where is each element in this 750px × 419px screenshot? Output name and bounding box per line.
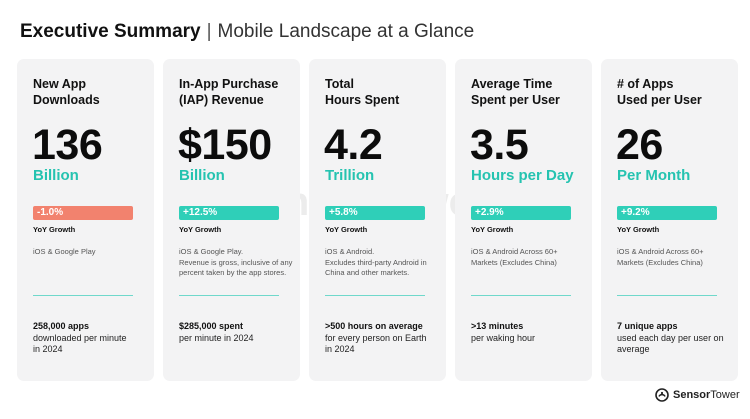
footer-highlight: >500 hours on average (325, 321, 423, 331)
card-title: Total Hours Spent (325, 76, 443, 108)
card-title-line: Spent per User (471, 93, 560, 107)
card-title: Average Time Spent per User (471, 76, 589, 108)
metric-value: 3.5 (470, 121, 529, 169)
card-title-line: Used per User (617, 93, 702, 107)
brand-name-rest: Tower (710, 389, 740, 401)
note-line: iOS & Google Play. (179, 247, 244, 256)
card-footer: $285,000 spent per minute in 2024 (179, 321, 303, 344)
growth-badge: +9.2% (617, 206, 717, 220)
card-title: # of Apps Used per User (617, 76, 735, 108)
metric-unit: Billion (33, 167, 79, 184)
footer-line: per minute in 2024 (179, 332, 254, 343)
card-footer: >500 hours on average for every person o… (325, 321, 449, 356)
card-title: In-App Purchase (IAP) Revenue (179, 76, 297, 108)
card-note: iOS & Google Play. Revenue is gross, inc… (179, 247, 299, 279)
growth-label: YoY Growth (179, 225, 222, 234)
growth-label: YoY Growth (471, 225, 514, 234)
card-title-line: (IAP) Revenue (179, 93, 264, 107)
page-header: Executive Summary | Mobile Landscape at … (20, 20, 474, 44)
metric-unit: Per Month (617, 167, 691, 184)
growth-label: YoY Growth (617, 225, 660, 234)
growth-label: YoY Growth (325, 225, 368, 234)
brand-name: SensorTower (673, 389, 740, 401)
card-note: iOS & Android. Excludes third-party Andr… (325, 247, 445, 279)
note-line: iOS & Android Across 60+ (471, 247, 558, 256)
footer-line: downloaded per minute (33, 332, 127, 343)
title-separator: | (206, 21, 212, 42)
card-title-line: Downloads (33, 93, 100, 107)
card-footer: 7 unique apps used each day per user on … (617, 321, 741, 356)
footer-highlight: 258,000 apps (33, 321, 90, 331)
note-line: percent taken by the app stores. (179, 268, 287, 277)
note-line: Markets (Excludes China) (471, 257, 557, 267)
growth-badge: -1.0% (33, 206, 133, 220)
sensor-tower-logo-icon (655, 388, 669, 402)
card-divider (471, 295, 571, 296)
metric-value: 136 (32, 121, 103, 169)
note-line: Revenue is gross, inclusive of any (179, 257, 293, 267)
summary-cards: New App Downloads 136 Billion -1.0% YoY … (17, 59, 741, 381)
card-title-line: Average Time (471, 77, 553, 91)
growth-label: YoY Growth (33, 225, 76, 234)
footer-highlight: $285,000 spent (179, 321, 244, 331)
card-total-hours-spent: Total Hours Spent 4.2 Trillion +5.8% YoY… (309, 59, 446, 381)
page-title: Executive Summary (20, 21, 201, 42)
card-note: iOS & Android Across 60+ Markets (Exclud… (471, 247, 591, 268)
card-title-line: # of Apps (617, 77, 674, 91)
card-divider (33, 295, 133, 296)
note-line: China and other markets. (325, 268, 410, 277)
card-note: iOS & Android Across 60+ Markets (Exclud… (617, 247, 737, 268)
note-line: iOS & Android. (325, 247, 375, 256)
footer-line: per waking hour (471, 332, 536, 343)
card-title-line: In-App Purchase (179, 77, 279, 91)
metric-unit: Hours per Day (471, 167, 574, 184)
page-subtitle: Mobile Landscape at a Glance (217, 21, 475, 42)
card-new-app-downloads: New App Downloads 136 Billion -1.0% YoY … (17, 59, 154, 381)
card-title-line: Hours Spent (325, 93, 400, 107)
note-line: Excludes third-party Android in (325, 257, 427, 267)
card-divider (179, 295, 279, 296)
card-divider (325, 295, 425, 296)
metric-unit: Billion (179, 167, 225, 184)
card-footer: 258,000 apps downloaded per minute in 20… (33, 321, 157, 356)
footer-line: in 2024 (325, 344, 355, 354)
metric-value: 26 (616, 121, 663, 169)
footer-line: used each day per user on (617, 332, 724, 343)
brand-name-bold: Sensor (673, 389, 711, 401)
card-title-line: New App (33, 77, 87, 91)
card-title: New App Downloads (33, 76, 151, 108)
card-title-line: Total (325, 77, 354, 91)
card-apps-used-per-user: # of Apps Used per User 26 Per Month +9.… (601, 59, 738, 381)
growth-badge: +5.8% (325, 206, 425, 220)
card-iap-revenue: In-App Purchase (IAP) Revenue $150 Billi… (163, 59, 300, 381)
growth-badge: +2.9% (471, 206, 571, 220)
brand-logo: SensorTower (655, 388, 740, 402)
footer-highlight: 7 unique apps (617, 321, 678, 331)
card-divider (617, 295, 717, 296)
footer-line: for every person on Earth (325, 332, 427, 343)
card-average-time-spent: Average Time Spent per User 3.5 Hours pe… (455, 59, 592, 381)
note-line: iOS & Google Play (33, 247, 96, 256)
footer-line: in 2024 (33, 344, 63, 354)
note-line: iOS & Android Across 60+ (617, 247, 704, 256)
card-footer: >13 minutes per waking hour (471, 321, 595, 344)
metric-value: $150 (178, 121, 272, 169)
footer-highlight: >13 minutes (471, 321, 524, 331)
metric-value: 4.2 (324, 121, 383, 169)
card-note: iOS & Google Play (33, 247, 153, 258)
growth-badge: +12.5% (179, 206, 279, 220)
metric-unit: Trillion (325, 167, 375, 184)
footer-line: average (617, 344, 650, 354)
note-line: Markets (Excludes China) (617, 257, 703, 267)
